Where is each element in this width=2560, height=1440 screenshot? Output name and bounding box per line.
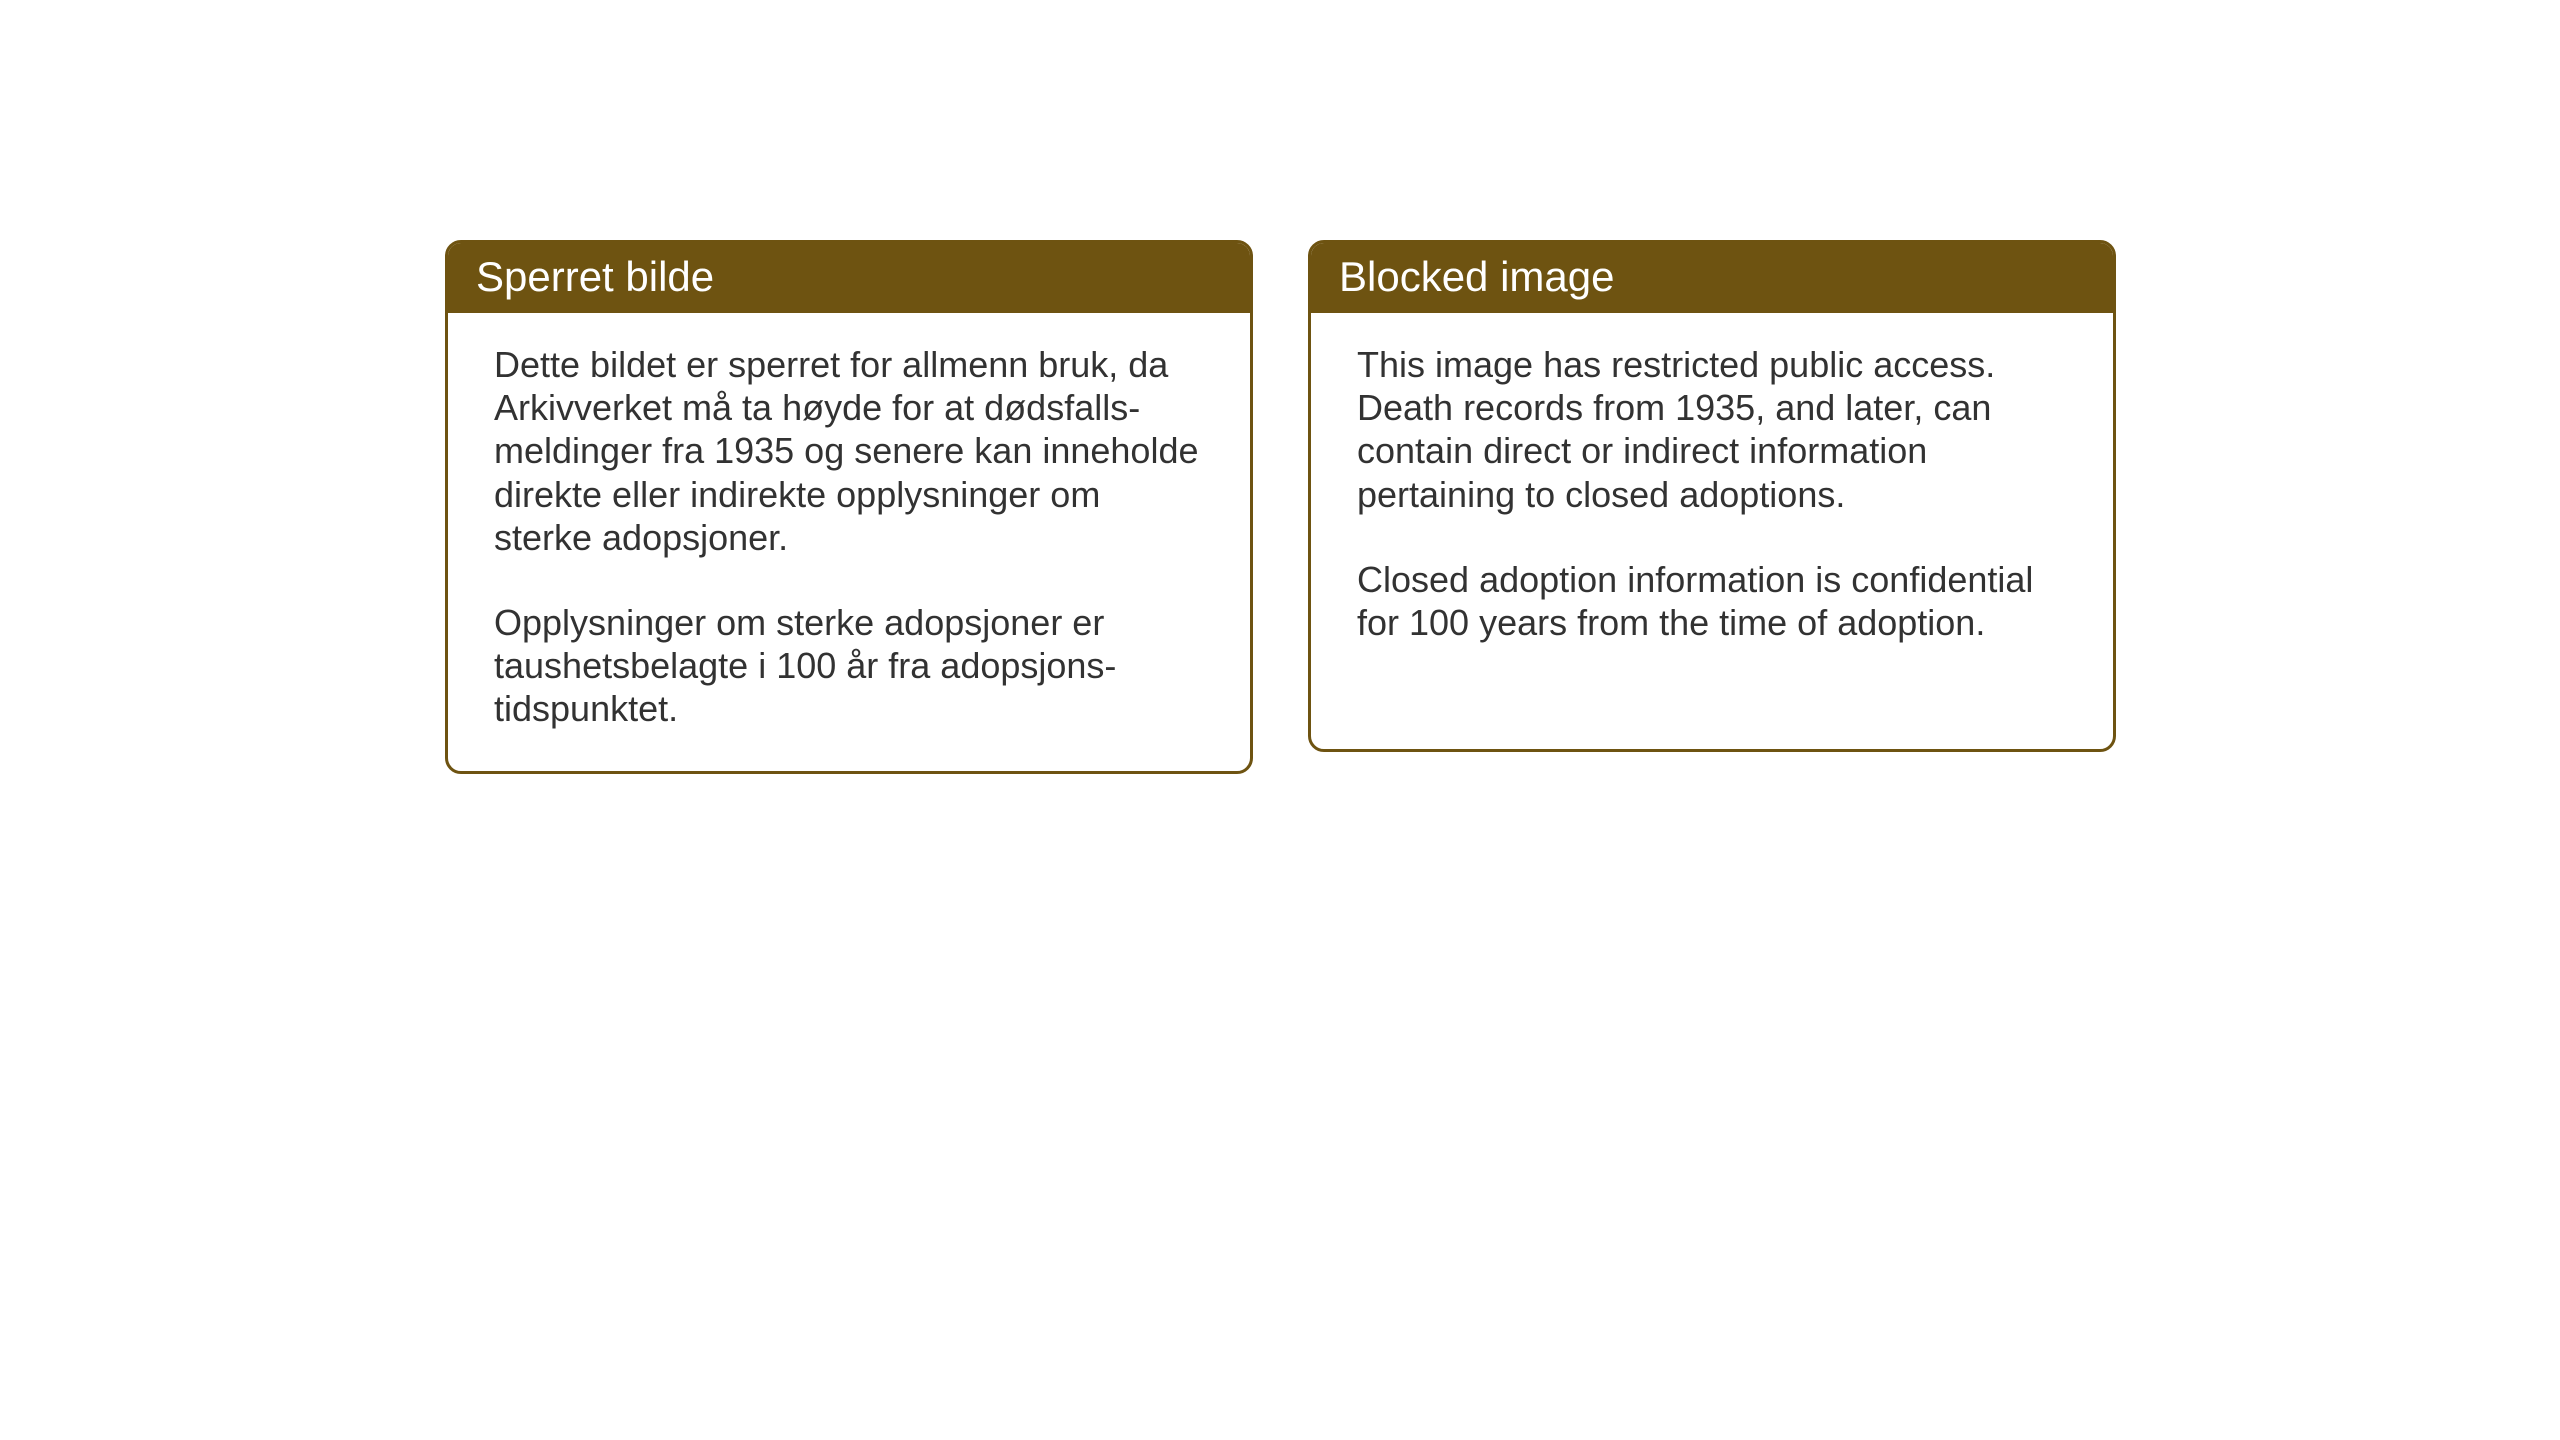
notice-box-norwegian: Sperret bilde Dette bildet er sperret fo…	[445, 240, 1253, 774]
notice-title-norwegian: Sperret bilde	[476, 253, 714, 300]
notice-body-english: This image has restricted public access.…	[1311, 313, 2113, 684]
notice-header-english: Blocked image	[1311, 243, 2113, 313]
notice-paragraph-english-1: This image has restricted public access.…	[1357, 343, 2067, 516]
notices-container: Sperret bilde Dette bildet er sperret fo…	[445, 240, 2116, 774]
notice-box-english: Blocked image This image has restricted …	[1308, 240, 2116, 752]
notice-title-english: Blocked image	[1339, 253, 1614, 300]
notice-paragraph-norwegian-1: Dette bildet er sperret for allmenn bruk…	[494, 343, 1204, 559]
notice-paragraph-norwegian-2: Opplysninger om sterke adopsjoner er tau…	[494, 601, 1204, 731]
notice-paragraph-english-2: Closed adoption information is confident…	[1357, 558, 2067, 644]
notice-body-norwegian: Dette bildet er sperret for allmenn bruk…	[448, 313, 1250, 771]
notice-header-norwegian: Sperret bilde	[448, 243, 1250, 313]
